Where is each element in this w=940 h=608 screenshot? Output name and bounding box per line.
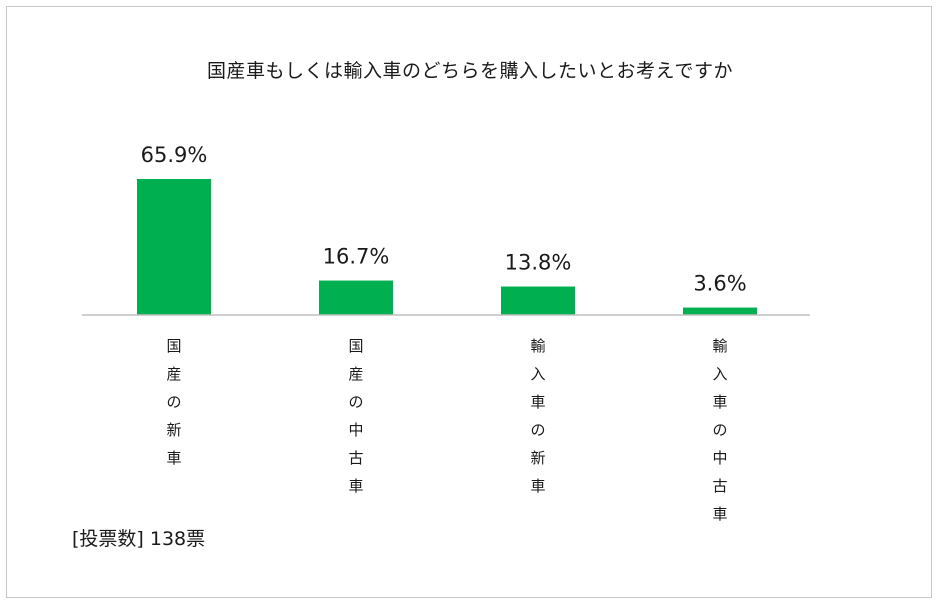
- vote-count-note: [投票数] 138票: [72, 528, 206, 550]
- bar-1: [137, 179, 211, 315]
- bar-2: [319, 280, 393, 315]
- category-label-2: 国産の中古車: [348, 337, 363, 495]
- data-label-3: 13.8%: [505, 251, 572, 275]
- data-label-1: 65.9%: [141, 143, 208, 167]
- category-label-3: 輸入車の新車: [530, 337, 545, 495]
- data-label-2: 16.7%: [323, 245, 390, 269]
- bar-3: [501, 286, 575, 315]
- category-label-4: 輸入車の中古車: [712, 337, 727, 523]
- chart-title: 国産車もしくは輸入車のどちらを購入したいとお考えですか: [207, 60, 733, 82]
- data-label-4: 3.6%: [693, 272, 746, 296]
- category-label-1: 国産の新車: [166, 337, 181, 467]
- bar-4: [683, 307, 757, 315]
